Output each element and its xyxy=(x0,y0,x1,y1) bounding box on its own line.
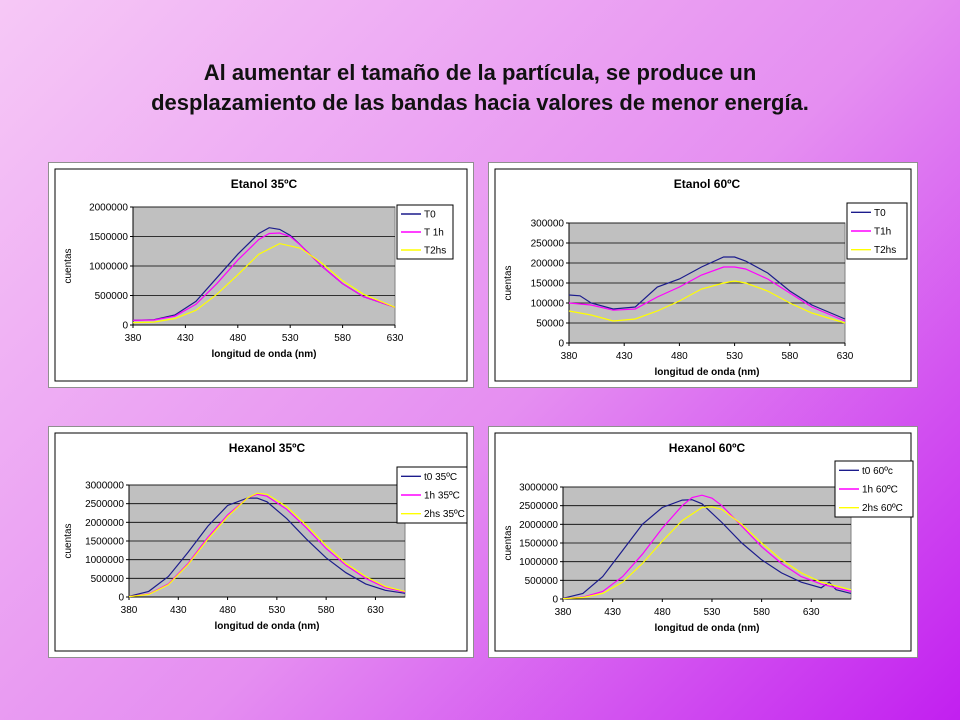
x-tick-label: 630 xyxy=(803,607,820,618)
chart-title: Etanol 60ºC xyxy=(674,177,741,191)
series-line-2 xyxy=(132,232,396,321)
y-tick-label: 0 xyxy=(552,595,558,606)
slide-title: Al aumentar el tamaño de la partícula, s… xyxy=(40,58,920,118)
y-axis-label: cuentas xyxy=(63,248,74,283)
y-tick-label: 1500000 xyxy=(89,232,128,243)
x-tick-label: 380 xyxy=(121,605,138,616)
x-tick-label: 530 xyxy=(282,333,299,344)
legend-label: T0 xyxy=(874,208,886,219)
y-tick-label: 0 xyxy=(118,593,124,604)
x-tick-label: 430 xyxy=(616,351,633,362)
chart-title: Hexanol 60ºC xyxy=(669,441,746,455)
y-tick-label: 0 xyxy=(558,339,564,350)
y-axis-label: cuentas xyxy=(503,525,514,560)
x-tick-label: 480 xyxy=(671,351,688,362)
chart-svg: 0 50000 100000 150000 200000 250000 300000 380 4… xyxy=(494,168,912,382)
chart-etanol-35: 0 500000 1000000 1500000 2000000 380 430 480 530… xyxy=(48,162,474,388)
series-line-3 xyxy=(132,242,396,324)
chart-svg: 0 500000 1000000 1500000 2000000 380 430 480 530… xyxy=(54,168,468,382)
y-tick-label: 2000000 xyxy=(519,520,558,531)
legend-label: 1h 60ºC xyxy=(862,485,898,496)
x-axis-label: longitud de onda (nm) xyxy=(655,623,760,634)
y-tick-label: 200000 xyxy=(531,259,565,270)
y-tick-label: 1000000 xyxy=(85,555,124,566)
series-line-2 xyxy=(128,493,406,598)
x-tick-label: 530 xyxy=(269,605,286,616)
x-tick-label: 380 xyxy=(125,333,142,344)
x-tick-label: 430 xyxy=(177,333,194,344)
y-tick-label: 500000 xyxy=(95,291,129,302)
legend-label: 2hs 35ºC xyxy=(424,509,465,520)
y-tick-label: 2000000 xyxy=(89,203,128,214)
y-axis-label: cuentas xyxy=(63,523,74,558)
x-tick-label: 580 xyxy=(781,351,798,362)
chart-etanol-60: 0 50000 100000 150000 200000 250000 300000 380 4… xyxy=(488,162,918,388)
chart-hexanol-60: 0 500000 1000000 1500000 2000000 2500000 30000… xyxy=(488,426,918,658)
y-tick-label: 500000 xyxy=(525,576,559,587)
y-tick-label: 250000 xyxy=(531,239,565,250)
x-axis-label: longitud de onda (nm) xyxy=(655,367,760,378)
x-tick-label: 480 xyxy=(219,605,236,616)
series-line-1 xyxy=(568,256,846,320)
series-line-1 xyxy=(562,499,852,599)
y-tick-label: 1500000 xyxy=(85,537,124,548)
series-line-3 xyxy=(562,506,852,600)
legend-label: t0 35ºC xyxy=(424,472,457,483)
y-tick-label: 1500000 xyxy=(519,539,558,550)
series-line-1 xyxy=(128,497,406,597)
slide-title-line-1: Al aumentar el tamaño de la partícula, s… xyxy=(203,60,757,85)
x-axis-label: longitud de onda (nm) xyxy=(212,349,317,360)
series-line-3 xyxy=(128,492,406,598)
x-tick-label: 630 xyxy=(387,333,404,344)
x-axis-label: longitud de onda (nm) xyxy=(215,621,320,632)
chart-title: Hexanol 35ºC xyxy=(229,441,306,455)
x-tick-label: 580 xyxy=(753,607,770,618)
y-tick-label: 100000 xyxy=(531,299,565,310)
x-tick-label: 430 xyxy=(604,607,621,618)
y-tick-label: 50000 xyxy=(536,319,564,330)
x-tick-label: 530 xyxy=(726,351,743,362)
series-line-2 xyxy=(568,266,846,322)
chart-title: Etanol 35ºC xyxy=(231,177,298,191)
y-tick-label: 2500000 xyxy=(85,499,124,510)
legend-label: 1h 35ºC xyxy=(424,491,460,502)
legend-label: T2hs xyxy=(424,246,446,257)
x-tick-label: 480 xyxy=(654,607,671,618)
legend-label: T1h xyxy=(874,227,891,238)
y-tick-label: 2500000 xyxy=(519,501,558,512)
chart-svg: 0 500000 1000000 1500000 2000000 2500000 30000… xyxy=(494,432,914,652)
y-tick-label: 3000000 xyxy=(85,481,124,492)
y-tick-label: 1000000 xyxy=(519,557,558,568)
y-axis-label: cuentas xyxy=(503,265,514,300)
legend-label: T0 xyxy=(424,210,436,221)
y-tick-label: 2000000 xyxy=(85,518,124,529)
series-line-3 xyxy=(568,280,846,324)
y-tick-label: 0 xyxy=(122,321,128,332)
x-tick-label: 430 xyxy=(170,605,187,616)
x-tick-label: 630 xyxy=(367,605,384,616)
legend-label: 2hs 60ºC xyxy=(862,503,903,514)
x-tick-label: 380 xyxy=(555,607,572,618)
slide-title-line-2: desplazamiento de las bandas hacia valor… xyxy=(151,90,809,115)
y-tick-label: 3000000 xyxy=(519,483,558,494)
y-tick-label: 150000 xyxy=(531,279,565,290)
x-tick-label: 580 xyxy=(334,333,351,344)
y-tick-label: 1000000 xyxy=(89,262,128,273)
legend-label: T2hs xyxy=(874,245,896,256)
x-tick-label: 380 xyxy=(561,351,578,362)
series-line-2 xyxy=(562,494,852,600)
y-tick-label: 300000 xyxy=(531,219,565,230)
legend-label: T 1h xyxy=(424,228,444,239)
chart-hexanol-35: 0 500000 1000000 1500000 2000000 2500000 30000… xyxy=(48,426,474,658)
chart-svg: 0 500000 1000000 1500000 2000000 2500000 30000… xyxy=(54,432,468,652)
x-tick-label: 480 xyxy=(229,333,246,344)
x-tick-label: 530 xyxy=(704,607,721,618)
x-tick-label: 580 xyxy=(318,605,335,616)
legend-label: t0 60ºc xyxy=(862,466,893,477)
x-tick-label: 630 xyxy=(837,351,854,362)
y-tick-label: 500000 xyxy=(91,574,125,585)
